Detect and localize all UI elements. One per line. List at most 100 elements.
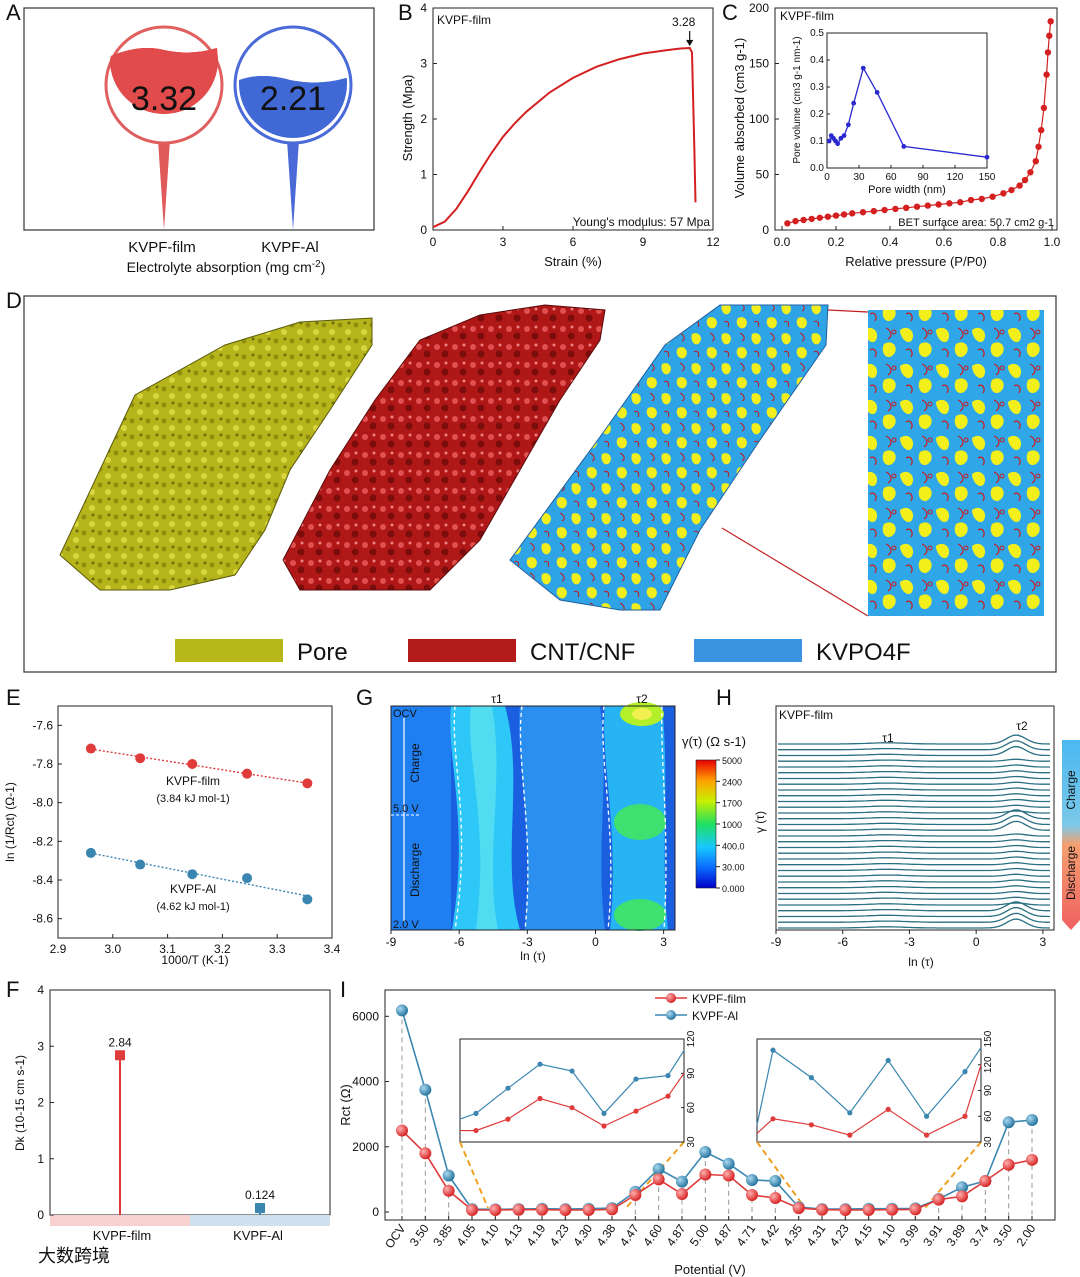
inset-tick-label-i: 30	[686, 1136, 697, 1148]
x-tick-label-i: 4.30	[570, 1221, 595, 1248]
rct-point	[419, 1147, 432, 1160]
data-point	[187, 759, 198, 769]
plot-frame-f	[49, 989, 331, 1216]
isotherm-point	[892, 205, 899, 213]
isotherm-point	[967, 196, 975, 204]
isotherm-point	[840, 211, 848, 218]
state-5v: 5.0 V	[393, 803, 419, 815]
inset-point	[473, 1127, 479, 1134]
x-tick-label-i: 4.31	[804, 1221, 829, 1248]
rct-point	[792, 1202, 805, 1215]
rct-point	[606, 1203, 618, 1216]
panel-letter-f: F	[6, 977, 19, 1002]
isotherm-point	[832, 212, 840, 219]
data-point	[135, 753, 146, 764]
drt-curve	[778, 798, 1050, 803]
rct-point	[816, 1203, 828, 1216]
inset-point	[569, 1105, 575, 1111]
cnt-render	[282, 304, 606, 591]
rct-point	[396, 1124, 408, 1137]
x-tick-label-i: 4.87	[664, 1221, 689, 1248]
y-axis-label-c: Volume absorbed (cm3 g-1)	[732, 38, 747, 198]
rct-point	[932, 1193, 945, 1206]
panel-letter-g: G	[356, 685, 373, 710]
x-tick-label-i: 3.50	[990, 1221, 1015, 1248]
x-axis-label-b: Strain (%)	[544, 254, 602, 269]
x-tick-label-b: 9	[640, 235, 647, 249]
pore-point	[851, 100, 857, 106]
state-charge: Charge	[408, 743, 422, 783]
x-tick-label-c: 0.2	[828, 235, 845, 249]
inset-point	[505, 1085, 511, 1091]
isotherm-point	[1043, 71, 1050, 78]
panel-a: 3.32 2.21 KVPF-film KVPF-Al Electrolyte …	[23, 7, 375, 275]
x-tick-label-b: 0	[430, 235, 437, 249]
legend-swatch-kvpo4f	[694, 639, 802, 662]
x-tick-label-i: 4.42	[757, 1221, 782, 1248]
x-tick-label-e: 3.0	[104, 942, 121, 956]
isotherm-point	[1021, 176, 1029, 184]
x-tick-label-g: -3	[522, 935, 533, 949]
inset-point	[537, 1095, 543, 1102]
rct-point	[886, 1203, 898, 1216]
pin-film-stem	[158, 140, 170, 230]
inset-x-label-c: Pore width (nm)	[868, 184, 946, 196]
data-point	[242, 873, 253, 884]
inset-tick-label-i: 90	[983, 1085, 994, 1097]
rct-point	[1002, 1116, 1015, 1129]
isotherm-point	[859, 209, 867, 216]
inset-tick-label-i: 120	[983, 1056, 994, 1073]
colorbar-tick-label: 30.00	[722, 863, 745, 873]
isotherm-point	[1032, 157, 1040, 165]
inset-x-tick-label-c: 150	[979, 172, 996, 183]
rct-point	[466, 1204, 478, 1217]
rct-point	[699, 1145, 712, 1158]
panel-letter-i: I	[340, 977, 346, 1002]
colorbar-tick-label: 1700	[722, 799, 742, 809]
panel-letter-e: E	[6, 685, 21, 710]
rct-point	[769, 1191, 782, 1204]
y-axis-label-h: γ (τ)	[753, 811, 767, 833]
inset-x-tick-label-c: 30	[853, 172, 865, 183]
drt-curve	[778, 912, 1050, 923]
drt-curve	[778, 839, 1050, 843]
panel-letter-c: C	[722, 0, 738, 25]
x-tick-label-e: 2.9	[50, 942, 67, 956]
x-tick-label-g: 0	[592, 935, 599, 949]
y-axis-label-e: ln (1/Rct) (Ω-1)	[3, 782, 17, 862]
y-tick-label-b: 3	[420, 57, 427, 71]
x-tick-label-b: 6	[570, 235, 577, 249]
drt-curve	[778, 740, 1050, 751]
inset-point	[537, 1061, 543, 1067]
peak-label: 3.28	[672, 15, 696, 29]
x-tick-label-i: 4.71	[734, 1221, 759, 1248]
colorbar-tick-label: 400.0	[722, 841, 745, 851]
isotherm-point	[800, 216, 807, 224]
isotherm-point	[792, 217, 799, 225]
x-axis-label-h: ln (τ)	[908, 955, 933, 969]
inset-right-frame	[756, 1038, 982, 1143]
x-tick-label-i: 4.23	[827, 1221, 852, 1248]
plot-frame-e	[57, 705, 333, 939]
drt-curve	[778, 918, 1051, 929]
drt-curve	[778, 804, 1050, 808]
rct-point	[699, 1168, 712, 1181]
legend-label-kvpo4f: KVPO4F	[816, 639, 911, 666]
colorbar-tick-label: 0.000	[722, 884, 745, 894]
inset-point	[473, 1110, 479, 1116]
panel-e: 2.9 3.0 3.1 3.2 3.3 3.4 -7.6 -7.8 -8.0 -8.2 -8.4 -8…	[3, 705, 341, 967]
drt-curve	[778, 764, 1050, 768]
isotherm-point	[978, 195, 985, 203]
inset-point	[885, 1057, 891, 1064]
side-label-charge: Charge	[1064, 770, 1078, 810]
isotherm-point	[924, 202, 931, 209]
pore-point	[860, 65, 866, 71]
inset-tick-label-i: 60	[983, 1110, 994, 1122]
inset-point	[601, 1110, 607, 1116]
pore-point	[845, 122, 851, 128]
panel-g: OCV Charge 5.0 V Discharge 2.0 V τ1 τ2 -…	[386, 692, 746, 963]
rct-point	[396, 1004, 408, 1017]
x-tick-label-h: 0	[973, 935, 980, 949]
inset-y-tick-label-c: 0.0	[810, 163, 824, 174]
